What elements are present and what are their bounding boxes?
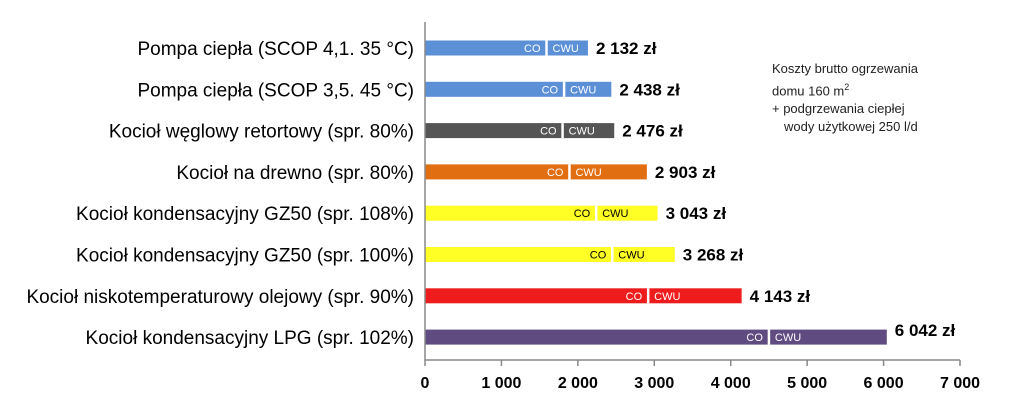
note-line-3: + podgrzewania ciepłej [772,101,905,117]
value-label: 2 476 zł [622,122,683,141]
x-tick-label: 5 000 [787,375,827,392]
bar [425,288,742,304]
segment-label-cwu: CWU [553,43,579,55]
segment-label-cwu: CWU [618,250,644,262]
category-label: Pompa ciepła (SCOP 4,1. 35 °C) [137,39,414,60]
note-line-2-sup: 2 [844,82,850,92]
segment-label-cwu: CWU [775,332,801,344]
category-label: Kocioł kondensacyjny GZ50 (spr. 100%) [76,246,414,267]
segment-label-co: CO [547,167,564,179]
value-label: 4 143 zł [750,287,811,306]
category-label: Kocioł węglowy retortowy (spr. 80%) [109,122,414,143]
x-tick-label: 7 000 [940,375,980,392]
x-tick-label: 3 000 [634,375,674,392]
value-label: 2 132 zł [596,39,657,58]
note-line-2-text: domu 160 m [772,83,845,99]
bar [425,164,647,180]
segment-label-co: CO [626,291,643,303]
bar [425,205,658,221]
segment-label-cwu: CWU [654,291,680,303]
category-label: Pompa ciepła (SCOP 3,5. 45 °C) [137,80,414,101]
segment-label-co: CO [746,332,763,344]
bar [425,123,615,139]
value-label: 2 438 zł [619,80,680,99]
x-tick-label: 4 000 [711,375,751,392]
segment-label-co: CO [574,208,591,220]
segment-label-co: CO [524,43,541,55]
bar [425,329,887,345]
value-label: 3 268 zł [683,246,744,265]
category-label: Kocioł kondensacyjny LPG (spr. 102%) [86,328,414,349]
category-label: Kocioł niskotemperaturowy olejowy (spr. … [26,287,414,308]
segment-label-cwu: CWU [575,167,601,179]
category-label: Kocioł na drewno (spr. 80%) [176,163,414,184]
segment-label-cwu: CWU [569,126,595,138]
note-line-2: domu 160 m2 [772,78,918,100]
value-label: 2 903 zł [655,163,716,182]
segment-label-co: CO [542,84,559,96]
segment-label-co: CO [540,126,557,138]
chart-note: Koszty brutto ogrzewania domu 160 m2 + p… [772,60,918,136]
segment-label-cwu: CWU [570,84,596,96]
note-line-4: wody użytkowej 250 l/d [784,119,918,135]
value-label: 6 042 zł [895,321,956,340]
value-label: 3 043 zł [666,204,727,223]
segment-label-cwu: CWU [602,208,628,220]
category-label: Kocioł kondensacyjny GZ50 (spr. 108%) [76,204,414,225]
segment-label-co: CO [590,250,607,262]
x-tick-label: 1 000 [481,375,521,392]
x-tick-label: 6 000 [864,375,904,392]
x-tick-label: 0 [421,375,430,392]
x-tick-label: 2 000 [558,375,598,392]
note-line-1: Koszty brutto ogrzewania [772,61,918,76]
